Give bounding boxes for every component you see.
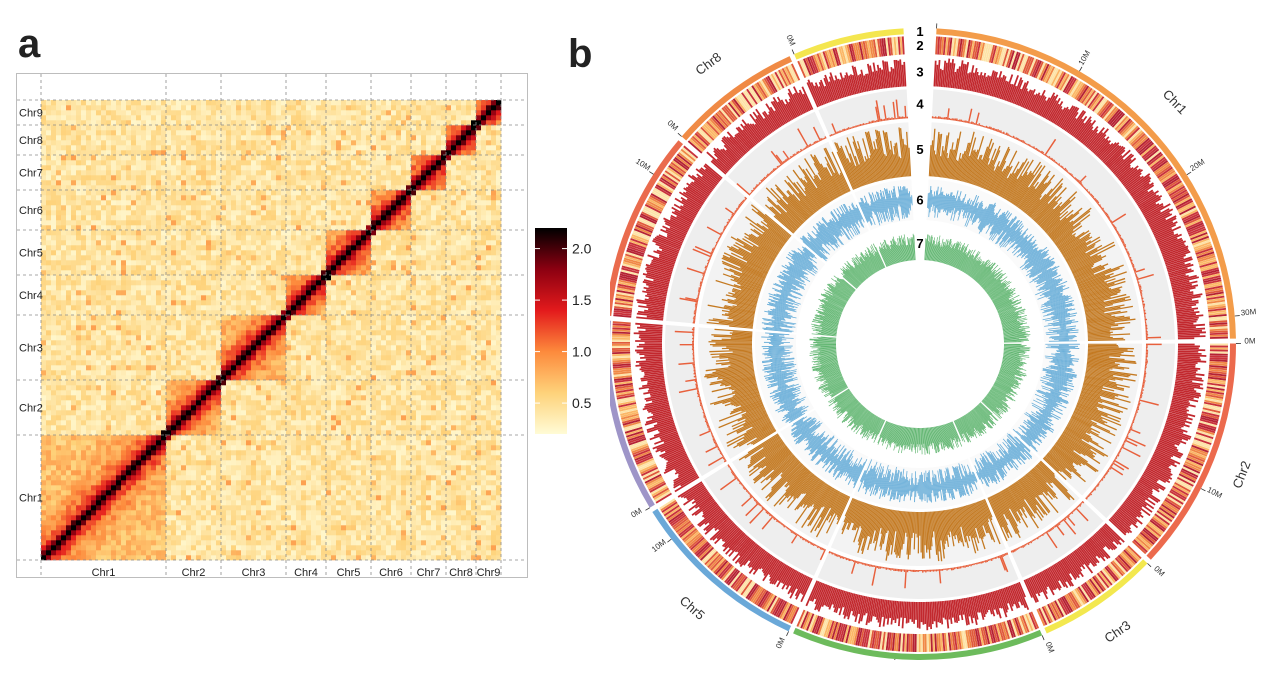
y-tick-label-chr1: Chr1	[19, 493, 43, 505]
x-tick-label-chr3: Chr3	[242, 567, 266, 577]
track-number-label: 6	[916, 193, 923, 208]
colorbar-tick-label: 1.5	[572, 292, 592, 308]
colorbar: 2.0 1.5 1.0 0.5	[535, 228, 592, 434]
tick-label: 30M	[1240, 307, 1257, 317]
tick-label: 10M	[1206, 485, 1224, 500]
chromosome-chr3: 0M Chr3	[953, 402, 1167, 646]
chromosome-boundaries	[17, 74, 527, 577]
track-number-label: 2	[916, 38, 923, 53]
chromosome-chr2: 0M 10M Chr2	[981, 337, 1256, 560]
colorbar-gradient	[535, 228, 567, 434]
chromosome-chr8: 0M Chr8	[666, 49, 886, 289]
track-number-label: 3	[916, 65, 923, 80]
chromosome-chr5: 0M 10M Chr5	[650, 388, 886, 650]
tick-label: 0M	[1244, 337, 1255, 346]
colorbar-tick-label: 0.5	[572, 395, 592, 411]
y-tick-label-chr6: Chr6	[19, 205, 43, 217]
tick-label: 10M	[634, 157, 652, 173]
y-tick-label-chr7: Chr7	[19, 168, 43, 180]
chromosome-chr9: 0MChr9	[784, 28, 916, 267]
y-tick-label-chr9: Chr9	[19, 108, 43, 120]
tick-label: 0M	[1044, 640, 1057, 654]
tick-label: 10M	[1077, 49, 1093, 67]
x-tick-label-chr8: Chr8	[449, 567, 473, 577]
y-tick-label-chr8: Chr8	[19, 135, 43, 147]
tick-label: 0M	[666, 118, 681, 132]
tick-label: 20M	[1188, 157, 1206, 173]
chromosome-chr7: 0M10MChr7	[610, 140, 856, 337]
colorbar-tick-label: 2.0	[572, 241, 592, 257]
track-number-label: 7	[916, 236, 923, 251]
tick-label: 10M	[650, 537, 668, 554]
chromosome-label-chr8: Chr8	[693, 49, 725, 78]
circos-plot: 0M10M20M30MChr10M10MChr20MChr30M10MChr40…	[610, 20, 1257, 660]
y-tick-label-chr5: Chr5	[19, 248, 43, 260]
x-tick-label-chr9: Chr9	[477, 567, 501, 577]
y-tick-label-chr2: Chr2	[19, 403, 43, 415]
tick-label: 0M	[1152, 564, 1166, 578]
panel-label-a: a	[18, 22, 41, 66]
chromosome-label-chr5: Chr5	[677, 593, 708, 623]
x-tick-label-chr6: Chr6	[379, 567, 403, 577]
chromosome-label-chr2: Chr2	[1229, 459, 1253, 491]
chromosome-chr6: 0M10MChr6	[610, 320, 849, 520]
hic-heatmap-panel: Chr1 Chr1 Chr2 Chr2 Chr3 Chr3 Chr4 Chr4 Chr5 Chr5…	[16, 73, 528, 578]
x-tick-label-chr4: Chr4	[294, 567, 318, 577]
chromosome-chr4: 0M10MChr4	[793, 420, 1057, 660]
chromosome-labels: Chr1 Chr1 Chr2 Chr2 Chr3 Chr3 Chr4 Chr4 Chr5 Chr5…	[19, 108, 500, 578]
x-tick-label-chr5: Chr5	[337, 567, 361, 577]
hic-heatmap-svg: Chr1 Chr1 Chr2 Chr2 Chr3 Chr3 Chr4 Chr4 Chr5 Chr5…	[17, 74, 527, 577]
x-tick-label-chr2: Chr2	[182, 567, 206, 577]
tick-label: 0M	[774, 636, 787, 650]
tick-label: 0M	[784, 33, 797, 47]
chromosome-label-chr3: Chr3	[1102, 617, 1134, 645]
y-tick-label-chr4: Chr4	[19, 290, 43, 302]
track-number-label: 1	[916, 24, 923, 39]
track-number-label: 5	[916, 142, 923, 157]
x-tick-label-chr1: Chr1	[92, 567, 116, 577]
chromosome-label-chr1: Chr1	[1160, 86, 1190, 117]
hic-cells	[41, 100, 502, 561]
track-number-label: 4	[916, 97, 924, 112]
chromosome-chr1: 0M 10M 20M 30M Chr1	[924, 20, 1257, 343]
panel-label-b: b	[568, 32, 593, 76]
x-tick-label-chr7: Chr7	[417, 567, 441, 577]
y-tick-label-chr3: Chr3	[19, 343, 43, 355]
colorbar-tick-label: 1.0	[572, 344, 592, 360]
tick-label: 0M	[629, 506, 643, 520]
